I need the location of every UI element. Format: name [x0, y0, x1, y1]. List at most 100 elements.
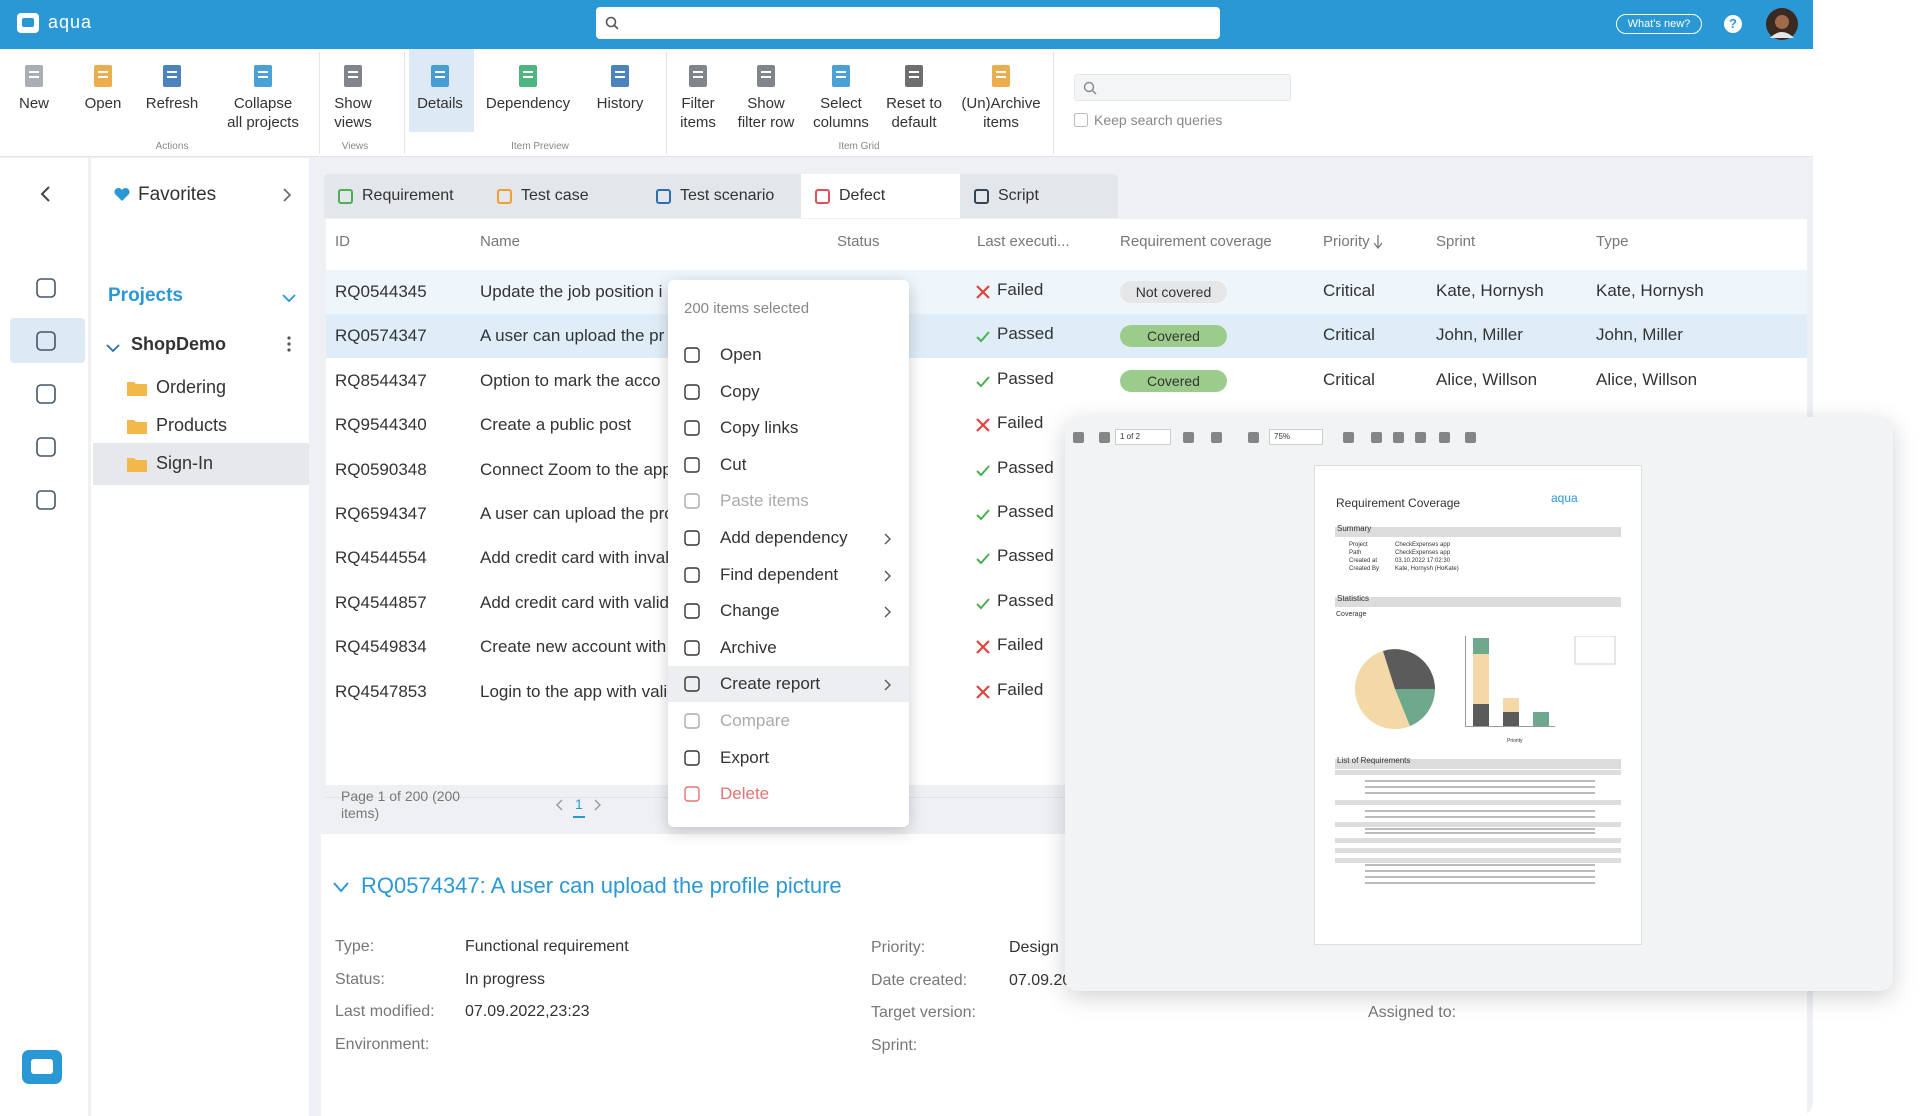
- folder-icon-svg: [127, 382, 147, 396]
- ribbon-button[interactable]: History: [596, 95, 644, 112]
- cell-id[interactable]: RQ0574347: [335, 326, 427, 346]
- ribbon-search[interactable]: [1074, 74, 1291, 101]
- folder[interactable]: Ordering: [156, 377, 227, 397]
- ribbon-button[interactable]: Show views: [334, 95, 372, 131]
- ribbon-button[interactable]: New: [18, 95, 49, 112]
- cell-sprint: Kate, Hornysh: [1436, 281, 1544, 300]
- page-next: [594, 798, 602, 811]
- avatar: [1766, 8, 1798, 40]
- ribbon-button[interactable]: Filter items: [680, 95, 716, 131]
- ribbon-button[interactable]: Open: [84, 95, 122, 112]
- whats-new-button[interactable]: What's new?: [1616, 14, 1702, 34]
- menu-item[interactable]: Find dependent: [720, 564, 839, 584]
- folder-icon-svg: [127, 458, 147, 472]
- nav-icon: [36, 278, 56, 298]
- keep-search-label[interactable]: Keep search queries: [1094, 112, 1223, 128]
- ribbon-button[interactable]: Details: [417, 95, 463, 112]
- tab[interactable]: Requirement: [362, 187, 454, 204]
- section-bar: [1335, 524, 1621, 537]
- field-label: Sprint:: [871, 1036, 918, 1054]
- ribbon-button[interactable]: Show filter row: [737, 95, 795, 131]
- cell-name[interactable]: A user can upload the pr: [480, 326, 665, 346]
- menu-icon-svg: [684, 713, 700, 729]
- favorites[interactable]: Favorites: [138, 184, 217, 205]
- cell-last-execution: Passed: [997, 590, 1054, 610]
- tab-icon-svg: [815, 189, 830, 204]
- chevron-svg: [283, 188, 292, 202]
- cell-name[interactable]: Connect Zoom to the app: [480, 459, 672, 479]
- page-field[interactable]: 1 of 2: [1115, 429, 1171, 445]
- details-title[interactable]: RQ0574347: A user can upload the profile…: [361, 873, 842, 898]
- cell-name[interactable]: Add credit card with valid: [480, 592, 669, 612]
- project-name[interactable]: ShopDemo: [131, 334, 227, 354]
- menu-item[interactable]: Open: [720, 345, 762, 364]
- cell-id[interactable]: RQ4544554: [335, 548, 427, 568]
- field-label: Type:: [335, 938, 375, 955]
- column-header[interactable]: Status: [837, 233, 880, 250]
- cell-id[interactable]: RQ4544857: [335, 592, 427, 612]
- cell-id[interactable]: RQ0544345: [335, 282, 427, 301]
- menu-icon-svg: [684, 493, 700, 510]
- tab[interactable]: Defect: [839, 187, 886, 204]
- details-highlight-svg: [409, 49, 474, 132]
- cell-name[interactable]: Option to mark the acco: [480, 370, 661, 390]
- cell-name[interactable]: Add credit card with invali: [480, 548, 673, 568]
- ribbon-icon-svg: [611, 65, 629, 87]
- menu-item[interactable]: Delete: [720, 784, 770, 804]
- column-header[interactable]: Last executi...: [977, 233, 1070, 250]
- cell-name[interactable]: Create a public post: [480, 415, 632, 435]
- cell-id[interactable]: RQ4547853: [335, 681, 427, 701]
- search-bar[interactable]: [596, 7, 1220, 39]
- cell-name[interactable]: Update the job position i: [480, 282, 663, 301]
- cell-id[interactable]: RQ4549834: [335, 637, 427, 657]
- menu-item[interactable]: Copy: [720, 381, 760, 401]
- cell-id[interactable]: RQ8544347: [335, 370, 427, 390]
- cell-id[interactable]: RQ6594347: [335, 504, 427, 523]
- menu-item[interactable]: Change: [720, 601, 780, 621]
- menu-item[interactable]: Cut: [720, 454, 747, 474]
- ribbon-icon-svg: [689, 65, 707, 87]
- cell-id[interactable]: RQ0590348: [335, 459, 427, 479]
- menu-item[interactable]: Create report: [720, 674, 821, 694]
- page-prev-svg: [556, 799, 563, 811]
- column-header[interactable]: ID: [335, 233, 350, 250]
- zoom-field[interactable]: 75%: [1269, 429, 1323, 445]
- ribbon-button[interactable]: Collapse all projects: [227, 95, 299, 131]
- column-header[interactable]: Name: [480, 233, 521, 250]
- column-header[interactable]: Requirement coverage: [1120, 233, 1272, 250]
- status-icon: [975, 506, 991, 522]
- help-button[interactable]: ?: [1724, 15, 1742, 33]
- ribbon-button[interactable]: Dependency: [485, 95, 571, 112]
- ribbon-button[interactable]: Select columns: [813, 95, 869, 131]
- ribbon-icon: [340, 63, 366, 89]
- menu-item[interactable]: Copy links: [720, 418, 799, 438]
- sort-arrow: [1373, 235, 1383, 250]
- column-header[interactable]: Sprint: [1436, 233, 1476, 250]
- tab-icon-svg: [656, 189, 671, 204]
- column-header[interactable]: Priority: [1323, 233, 1370, 250]
- tab[interactable]: Script: [998, 187, 1039, 204]
- cell-type: John, Miller: [1596, 325, 1683, 345]
- ribbon-button[interactable]: Refresh: [145, 95, 199, 112]
- projects-heading[interactable]: Projects: [108, 285, 183, 306]
- menu-item[interactable]: Add dependency: [720, 528, 848, 547]
- menu-item[interactable]: Archive: [720, 637, 777, 657]
- cell-name[interactable]: Login to the app with valid: [480, 681, 677, 701]
- menu-icon-svg: [684, 457, 700, 473]
- ribbon-icon: [515, 63, 541, 89]
- tab[interactable]: Test case: [521, 187, 589, 204]
- submenu-arrow: [884, 569, 892, 582]
- column-header[interactable]: Type: [1596, 233, 1629, 250]
- cell-name[interactable]: A user can upload the pro: [480, 504, 674, 523]
- cell-name[interactable]: Create new account with: [480, 637, 667, 657]
- ribbon-button[interactable]: Reset to default: [886, 95, 942, 131]
- page-number[interactable]: 1: [573, 796, 585, 818]
- folder[interactable]: Products: [156, 415, 228, 435]
- tab[interactable]: Test scenario: [680, 187, 775, 204]
- ribbon-group-label: Item Preview: [511, 141, 569, 152]
- ribbon-button[interactable]: (Un)Archive items: [961, 95, 1041, 131]
- cell-id[interactable]: RQ9544340: [335, 415, 427, 435]
- menu-item[interactable]: Export: [720, 747, 770, 767]
- folder[interactable]: Sign-In: [156, 453, 214, 473]
- status-icon-svg: [976, 418, 990, 432]
